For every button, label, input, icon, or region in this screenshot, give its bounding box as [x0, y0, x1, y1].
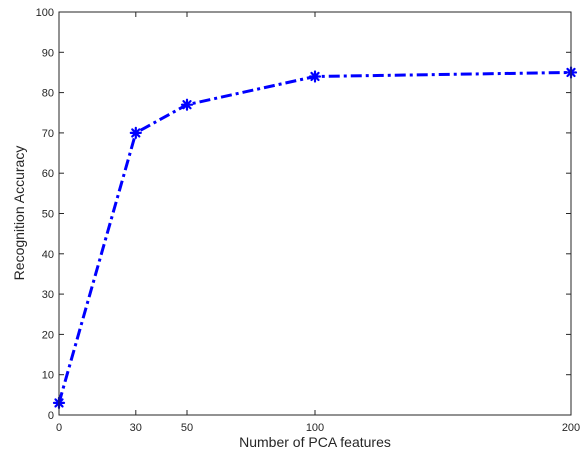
y-axis-label: Recognition Accuracy [11, 146, 27, 281]
x-tick-label: 50 [181, 422, 193, 434]
x-tick-label: 30 [130, 422, 142, 434]
y-tick-label: 60 [42, 168, 54, 180]
y-tick-label: 70 [42, 128, 54, 140]
tick-labels-group: 0 30 50 100 200 0 10 20 30 40 50 60 70 80 90 100 [36, 7, 581, 434]
y-tick-label: 100 [36, 7, 54, 19]
y-tick-label: 40 [42, 249, 54, 261]
y-tick-label: 80 [42, 88, 54, 100]
y-tick-label: 20 [42, 329, 54, 341]
data-point-marker [129, 126, 142, 139]
y-tick-label: 10 [42, 370, 54, 382]
x-tick-label: 100 [306, 422, 324, 434]
x-axis-label: Number of PCA features [239, 434, 391, 450]
plot-frame [58, 11, 572, 416]
data-point-marker [308, 70, 322, 83]
x-tick-label: 0 [56, 422, 62, 434]
y-tick-label: 30 [42, 289, 54, 301]
y-tick-label: 0 [48, 410, 54, 422]
y-tick-label: 50 [42, 209, 54, 221]
y-tick-label: 90 [42, 47, 54, 59]
data-point-marker [180, 98, 194, 111]
x-tick-label: 200 [562, 422, 580, 434]
